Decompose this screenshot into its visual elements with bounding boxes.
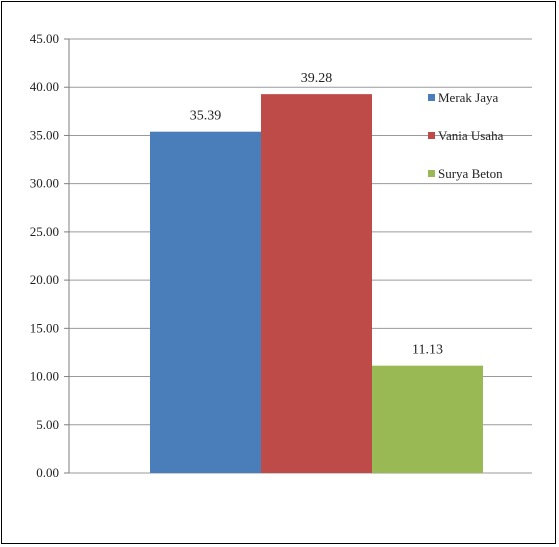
legend-swatch bbox=[428, 170, 435, 177]
y-tick-label: 15.00 bbox=[30, 320, 59, 335]
y-tick-label: 30.00 bbox=[30, 176, 59, 191]
legend: Merak Jaya Vania Usaha Surya Beton bbox=[428, 90, 504, 181]
data-labels: 35.39 39.28 11.13 bbox=[190, 71, 443, 357]
y-tick-label: 45.00 bbox=[30, 31, 59, 46]
y-tick-label: 0.00 bbox=[36, 465, 59, 480]
y-tick-label: 10.00 bbox=[30, 369, 59, 384]
data-label: 39.28 bbox=[301, 71, 333, 86]
legend-label: Merak Jaya bbox=[438, 90, 499, 105]
bar-merak-jaya bbox=[150, 131, 261, 473]
bar-surya-beton bbox=[372, 365, 483, 473]
y-tick-label: 25.00 bbox=[30, 224, 59, 239]
data-label: 35.39 bbox=[190, 109, 222, 124]
legend-swatch bbox=[428, 132, 435, 139]
y-tick-label: 20.00 bbox=[30, 272, 59, 287]
legend-label: Vania Usaha bbox=[438, 128, 504, 143]
data-label: 11.13 bbox=[412, 343, 443, 358]
legend-swatch bbox=[428, 94, 435, 101]
y-tick-label: 35.00 bbox=[30, 127, 59, 142]
bar-vania-usaha bbox=[261, 94, 372, 473]
y-axis-ticks: 0.00 5.00 10.00 15.00 20.00 25.00 30.00 35.00 40… bbox=[30, 31, 70, 480]
y-tick-label: 5.00 bbox=[36, 417, 59, 432]
y-tick-label: 40.00 bbox=[30, 79, 59, 94]
bars bbox=[150, 94, 483, 473]
legend-label: Surya Beton bbox=[438, 166, 503, 181]
